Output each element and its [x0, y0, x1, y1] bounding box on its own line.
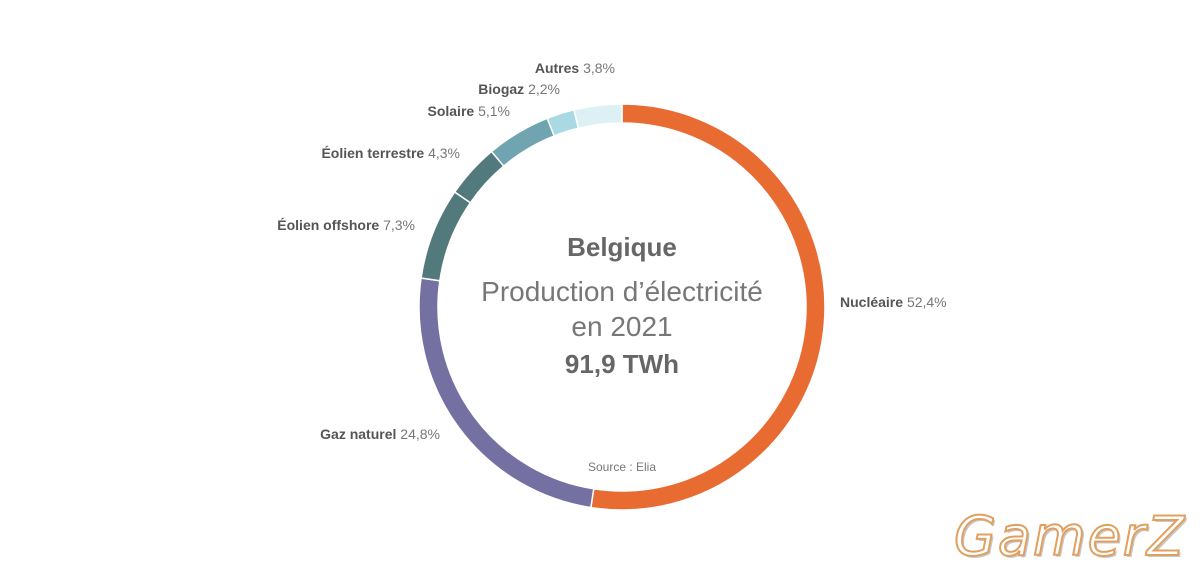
watermark-logo: GamerZ	[953, 504, 1186, 569]
slice-label-name: Gaz naturel	[320, 426, 400, 442]
slice-label-percent: 3,8%	[583, 60, 615, 76]
slice-label: Nucléaire 52,4%	[840, 294, 947, 310]
slice-gaz-naturel	[418, 277, 595, 509]
slice-biogaz	[546, 108, 580, 137]
chart-subtitle-line2: en 2021	[571, 311, 672, 342]
slice-label: Autres 3,8%	[535, 60, 615, 76]
source-note: Source : Elia	[588, 460, 656, 474]
slice-label-name: Solaire	[427, 103, 478, 119]
slice-label-name: Biogaz	[478, 81, 528, 97]
slice-label-name: Autres	[535, 60, 583, 76]
slice-labels: Nucléaire 52,4% Gaz naturel 24,8% Éolien o…	[277, 60, 946, 442]
chart-total: 91,9 TWh	[565, 349, 679, 379]
slice-label-percent: 24,8%	[400, 426, 440, 442]
slice-label-name: Nucléaire	[840, 294, 907, 310]
slice-label-percent: 7,3%	[383, 217, 415, 233]
slice-solaire	[490, 117, 556, 168]
slice-eolien-offshore	[420, 190, 472, 282]
slice-label: Éolien offshore 7,3%	[277, 217, 415, 233]
slice-label: Solaire 5,1%	[427, 103, 510, 119]
slice-label: Gaz naturel 24,8%	[320, 426, 440, 442]
slice-label-percent: 52,4%	[907, 294, 947, 310]
slice-label-percent: 2,2%	[528, 81, 560, 97]
slice-label: Éolien terrestre 4,3%	[321, 145, 460, 161]
slice-nucleaire	[589, 103, 826, 511]
slice-label-percent: 4,3%	[428, 145, 460, 161]
slice-label: Biogaz 2,2%	[478, 81, 560, 97]
chart-title: Belgique	[567, 232, 677, 262]
slice-label-name: Éolien offshore	[277, 217, 383, 233]
slice-label-name: Éolien terrestre	[321, 145, 428, 161]
slice-label-percent: 5,1%	[478, 103, 510, 119]
chart-subtitle-line1: Production d’électricité	[481, 276, 763, 307]
slice-eolien-terrestre	[453, 150, 505, 204]
donut-slices	[418, 103, 826, 511]
slice-autres	[573, 103, 623, 130]
